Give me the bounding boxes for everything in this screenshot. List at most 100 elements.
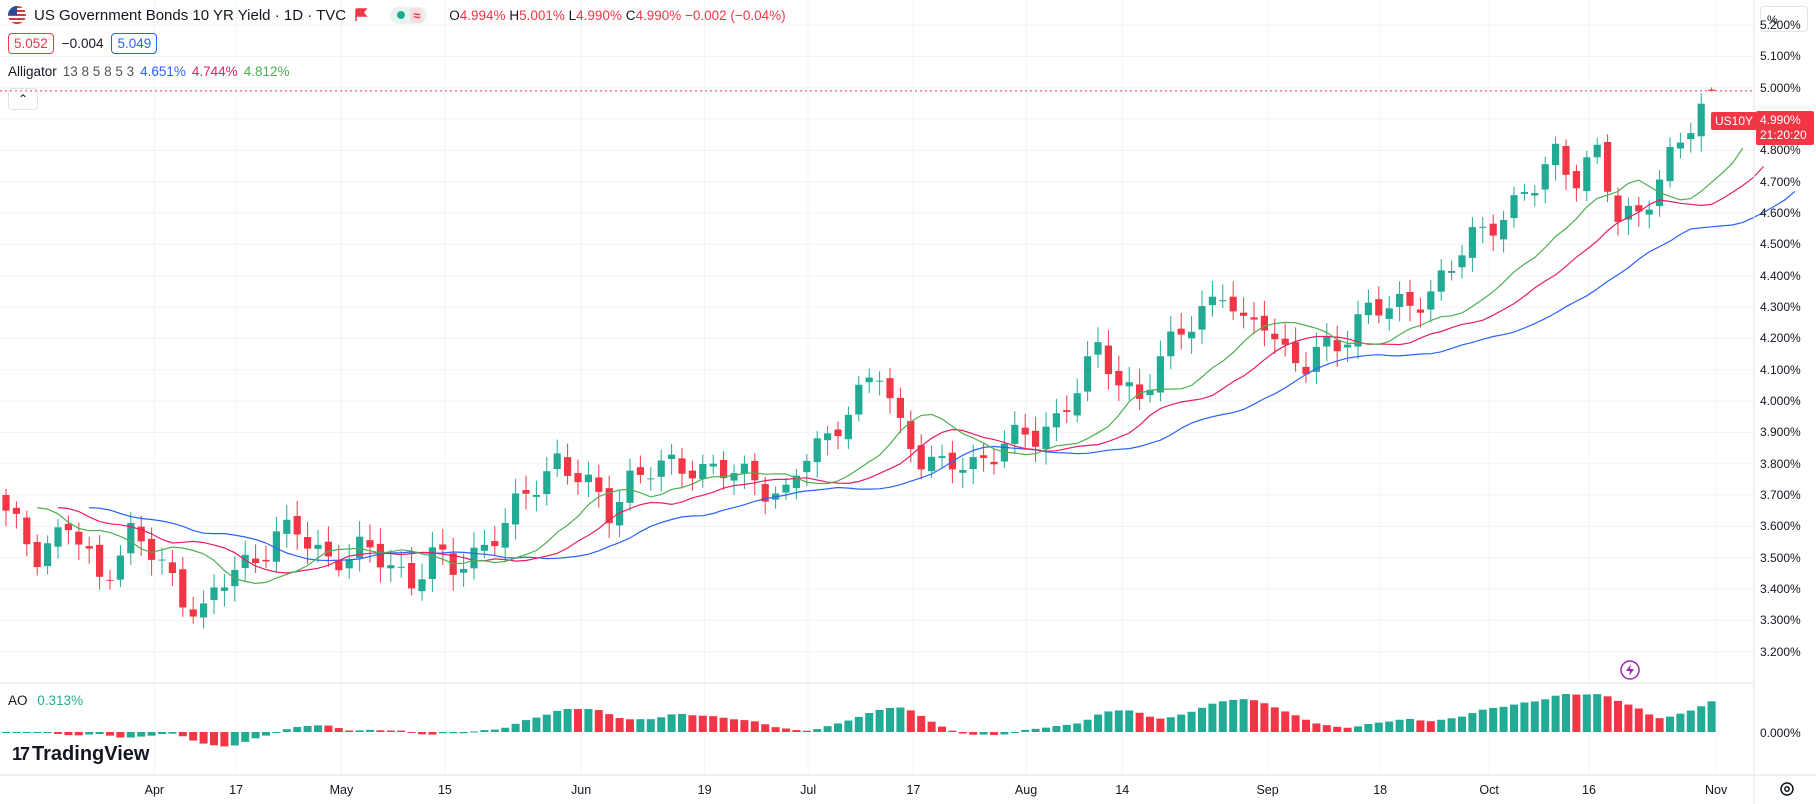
price-tick-label: 3.600% <box>1760 519 1801 534</box>
candle-body <box>1344 344 1352 348</box>
ao-bar <box>1489 707 1498 732</box>
ao-bar <box>1447 718 1456 732</box>
sell-price-button[interactable]: 5.052 <box>8 33 54 54</box>
candle-body <box>896 397 904 418</box>
ao-bar <box>137 732 146 737</box>
ao-bar <box>1624 704 1633 732</box>
last-price-symbol-badge: US10Y <box>1711 112 1758 130</box>
candle-body <box>928 456 936 472</box>
symbol-title[interactable]: US Government Bonds 10 YR Yield · 1D · T… <box>34 6 347 24</box>
ao-bar <box>54 732 62 734</box>
candle-body <box>356 536 364 558</box>
alligator-legend[interactable]: Alligator 13 8 5 8 5 3 4.651% 4.744% 4.8… <box>8 64 289 79</box>
ao-value: 0.313% <box>37 693 84 708</box>
ao-bar <box>1582 694 1591 732</box>
ao-bar <box>397 730 406 732</box>
ao-bar <box>1437 719 1446 732</box>
bar-countdown: 21:20:20 <box>1760 128 1807 142</box>
last-price-value: 4.990% <box>1760 113 1801 127</box>
candle-body <box>1416 309 1424 313</box>
ao-bar <box>272 732 281 733</box>
price-tick-label: 4.200% <box>1760 331 1801 346</box>
ao-bar <box>906 710 915 732</box>
candle-body <box>418 579 426 592</box>
candle-body <box>574 473 582 483</box>
time-tick-label: 17 <box>906 783 921 797</box>
candle-body <box>491 541 499 547</box>
ao-bar <box>1707 701 1716 732</box>
ao-bar <box>1374 722 1383 732</box>
candle-body <box>1552 143 1560 166</box>
ao-legend[interactable]: AO 0.313% <box>8 693 83 708</box>
price-tick-label: 3.200% <box>1760 644 1801 659</box>
buy-price-button[interactable]: 5.049 <box>111 33 158 54</box>
alligator-teeth-line <box>57 165 1765 574</box>
ao-bar <box>1260 703 1269 732</box>
collapse-legend-button[interactable]: ⌃ <box>8 88 38 110</box>
candle-body <box>1572 171 1580 189</box>
candle-body <box>220 587 228 591</box>
ao-bar <box>1645 714 1654 732</box>
candle-body <box>127 522 135 554</box>
candle-body <box>1687 133 1695 140</box>
ao-bar <box>1343 727 1352 732</box>
ao-bar <box>64 732 73 736</box>
price-tick-label: 4.600% <box>1760 206 1801 221</box>
ao-bar <box>282 729 291 732</box>
ao-bar <box>1478 709 1487 732</box>
price-tick-label: 5.200% <box>1760 18 1801 33</box>
ao-bar <box>1468 713 1477 732</box>
candle-body <box>699 464 707 480</box>
candle-body <box>1510 195 1518 219</box>
candle-body <box>1188 331 1196 339</box>
chevron-up-icon: ⌃ <box>17 92 29 106</box>
ao-bar <box>740 720 749 732</box>
candle-body <box>1115 370 1123 386</box>
ao-bar <box>1364 724 1373 732</box>
candle-body <box>938 456 946 459</box>
ao-bar <box>1198 707 1206 732</box>
ao-axis-label: 0.000% <box>1760 726 1801 740</box>
ao-bar <box>470 731 478 733</box>
candle-body <box>428 547 436 579</box>
candle-body <box>886 378 894 399</box>
price-tick-label: 3.900% <box>1760 425 1801 440</box>
ao-bar <box>657 717 666 732</box>
ao-bar <box>969 732 978 735</box>
candle-body <box>1520 192 1528 194</box>
candle-body <box>23 517 31 545</box>
ao-bar <box>480 730 489 732</box>
high-value: 5.001% <box>519 7 565 23</box>
percent-scale-button[interactable]: % <box>1760 6 1808 32</box>
ao-bar <box>605 714 614 732</box>
ao-bar <box>1458 716 1466 732</box>
candle-body <box>1011 424 1019 444</box>
candle-body <box>595 477 603 492</box>
candle-body <box>1676 142 1684 149</box>
ao-bar <box>792 730 801 732</box>
market-status-pill[interactable]: ≈ <box>390 6 428 24</box>
ao-bar <box>678 714 686 732</box>
time-tick-label: 14 <box>1115 783 1130 797</box>
candle-body <box>1437 270 1445 292</box>
candle-body <box>512 493 520 525</box>
candle-body <box>148 538 156 560</box>
red-flag-icon[interactable] <box>354 8 368 22</box>
tradingview-logo[interactable]: 17 TradingView <box>12 743 149 766</box>
ao-bar <box>1562 694 1570 732</box>
low-label: L <box>568 7 577 23</box>
ao-bar <box>917 715 926 732</box>
ao-bar <box>126 732 135 738</box>
ao-bar <box>1426 721 1435 732</box>
price-tick-label: 4.800% <box>1760 143 1801 158</box>
gear-icon[interactable] <box>1778 780 1796 798</box>
candle-body <box>1562 145 1570 175</box>
candle-body <box>314 544 322 549</box>
ao-bar <box>594 710 603 732</box>
candle-body <box>1146 389 1154 396</box>
candle-body <box>1666 146 1674 182</box>
ao-bar <box>1114 710 1123 732</box>
lightning-icon[interactable] <box>1620 660 1640 680</box>
ao-bar <box>802 730 811 732</box>
